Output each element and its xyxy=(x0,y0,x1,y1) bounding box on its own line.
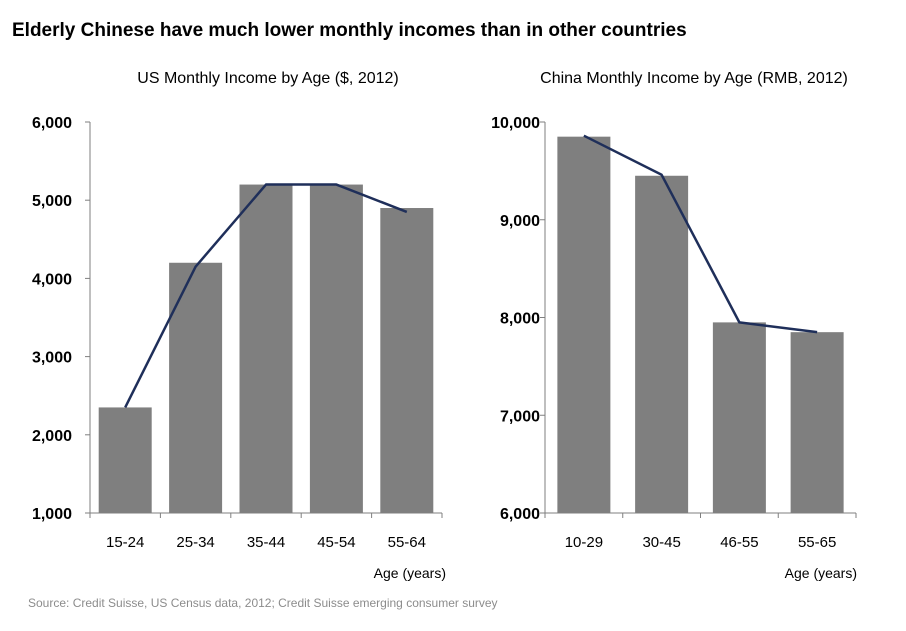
china-y-tick-label: 6,000 xyxy=(500,506,540,523)
source-note: Source: Credit Suisse, US Census data, 2… xyxy=(28,596,498,610)
china-x-tick-label: 10-29 xyxy=(565,534,603,551)
china-bar-55-65 xyxy=(790,332,844,513)
us-bar-45-54 xyxy=(309,184,363,513)
china-income-chart: China Monthly Income by Age (RMB, 2012) 6… xyxy=(491,70,857,581)
us-chart-title: US Monthly Income by Age ($, 2012) xyxy=(137,70,398,87)
china-x-tick-label: 55-65 xyxy=(798,534,836,551)
us-bar-25-34 xyxy=(169,262,223,513)
china-y-tick-label: 8,000 xyxy=(500,311,540,328)
us-y-tick-label: 4,000 xyxy=(32,271,72,288)
us-bar-55-64 xyxy=(380,208,434,513)
china-trend-line xyxy=(583,134,818,334)
us-y-tick-label: 6,000 xyxy=(32,115,72,132)
us-bar-35-44 xyxy=(239,184,293,513)
us-bar-15-24 xyxy=(98,407,152,513)
china-x-tick-label: 46-55 xyxy=(720,534,758,551)
china-bar-46-55 xyxy=(712,322,766,513)
us-y-tick-label: 2,000 xyxy=(32,428,72,445)
us-y-tick-label: 3,000 xyxy=(32,350,72,367)
us-trend-line xyxy=(124,183,408,408)
us-y-tick-label: 5,000 xyxy=(32,193,72,210)
us-x-tick-label: 55-64 xyxy=(388,534,426,551)
us-x-axis-label: Age (years) xyxy=(374,565,446,581)
us-x-tick-label: 35-44 xyxy=(247,534,285,551)
us-income-chart: US Monthly Income by Age ($, 2012) 1,000 2… xyxy=(32,70,446,581)
china-y-tick-label: 10,000 xyxy=(491,115,540,132)
page-title: Elderly Chinese have much lower monthly … xyxy=(12,20,687,41)
china-y-tick-label: 7,000 xyxy=(500,408,540,425)
us-x-tick-label: 15-24 xyxy=(106,534,144,551)
china-x-axis-label: Age (years) xyxy=(785,565,857,581)
china-bar-30-45 xyxy=(635,175,689,513)
china-bar-10-29 xyxy=(557,136,611,513)
china-chart-title: China Monthly Income by Age (RMB, 2012) xyxy=(540,70,848,87)
us-y-tick-label: 1,000 xyxy=(32,506,72,523)
us-x-tick-label: 45-54 xyxy=(317,534,355,551)
china-y-tick-label: 9,000 xyxy=(500,213,540,230)
china-x-tick-label: 30-45 xyxy=(642,534,680,551)
us-x-tick-label: 25-34 xyxy=(176,534,214,551)
